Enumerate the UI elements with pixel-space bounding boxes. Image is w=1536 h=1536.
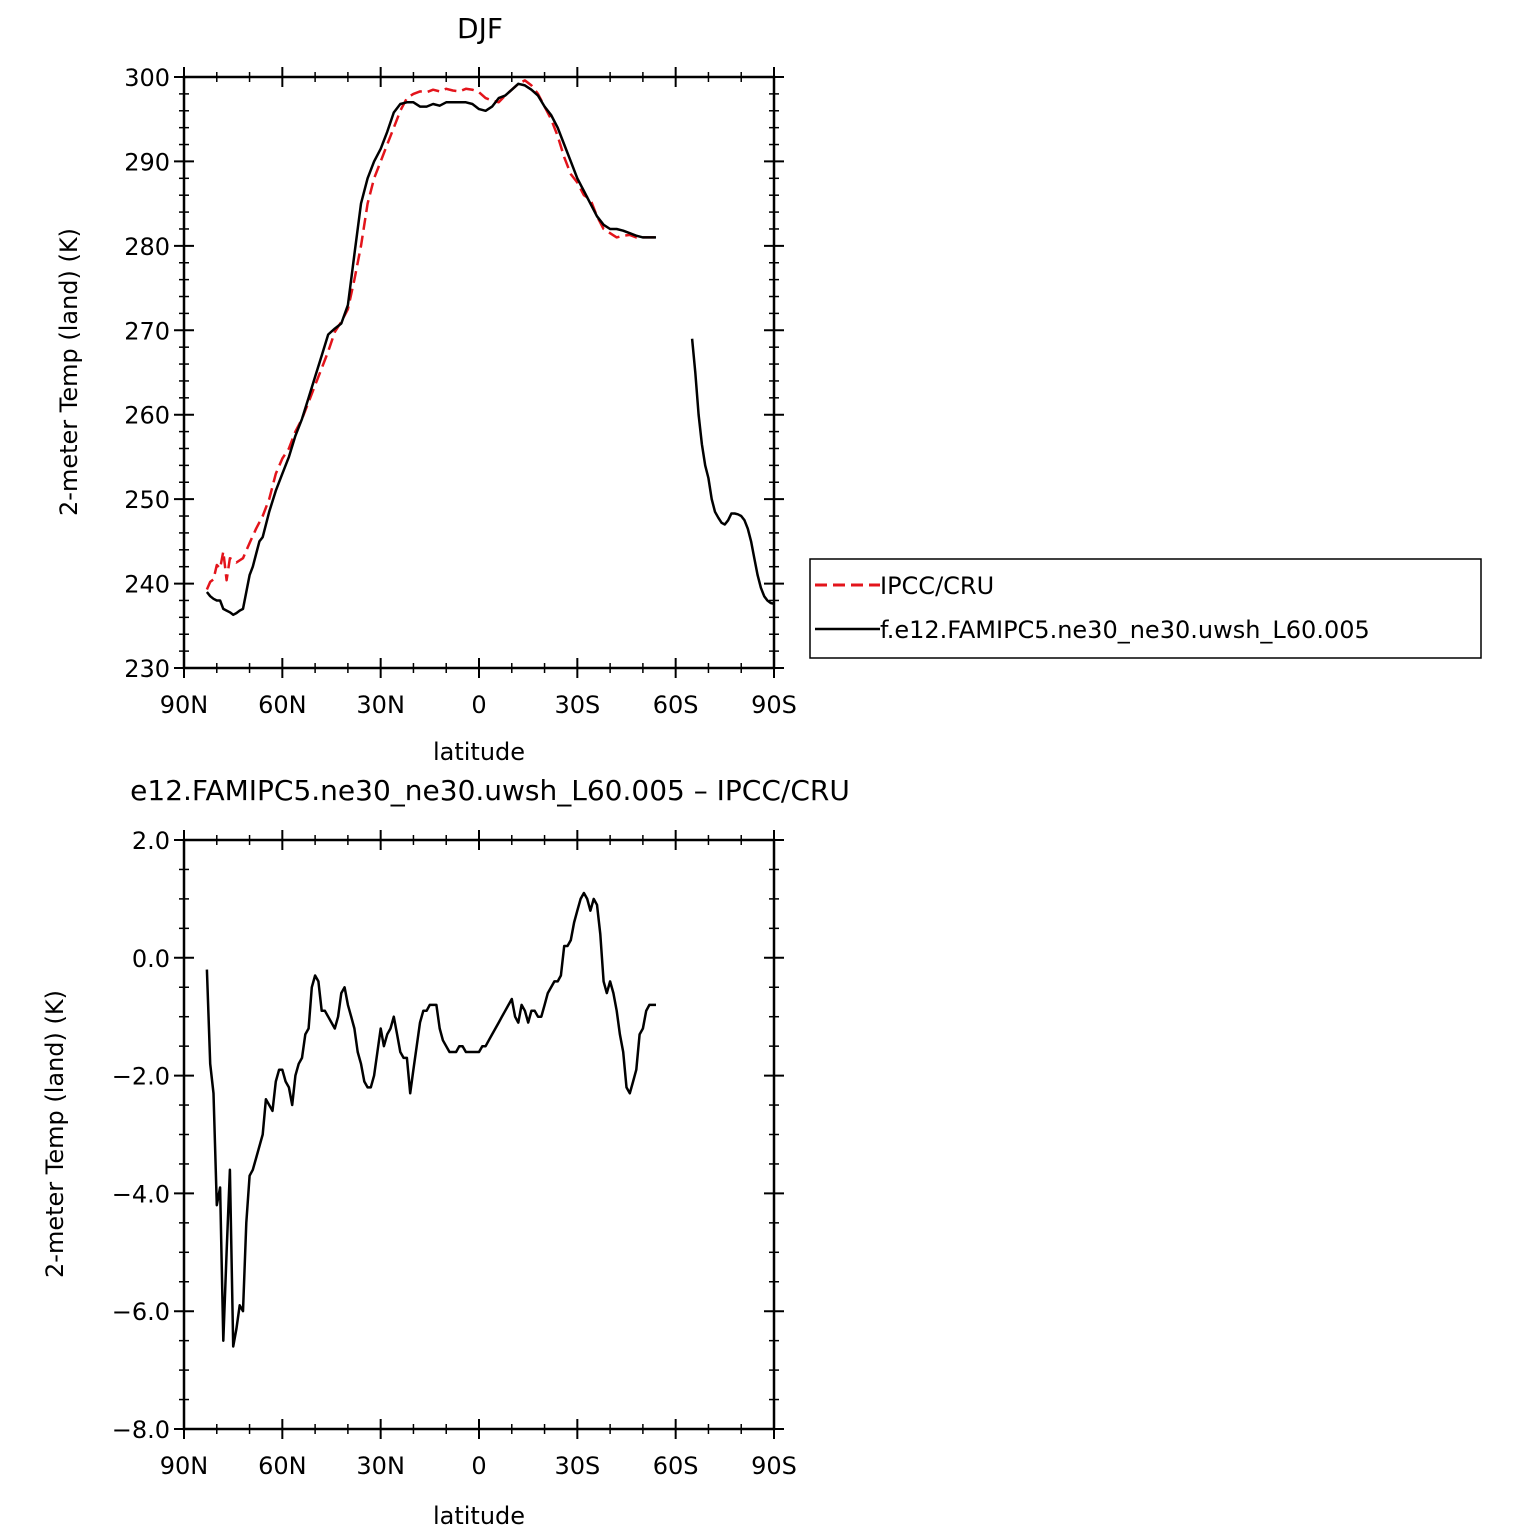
bottom-x-axis-label: latitude [433,1502,525,1530]
top-y-tick-label: 300 [124,64,170,92]
bottom-x-tick-label: 90S [751,1452,797,1480]
bottom-model-line [205,891,656,1348]
bottom-y-tick-label: −6.0 [112,1298,170,1326]
top-plot-lines [205,79,775,617]
bottom-plot-lines [205,891,656,1348]
top-model-line [690,338,775,606]
bottom-panel: e12.FAMIPC5.ne30_ne30.uwsh_L60.005 – IPC… [41,774,850,1530]
bottom-x-tick-label: 30N [356,1452,405,1480]
top-x-tick-label: 90S [751,691,797,719]
bottom-x-tick-label: 0 [471,1452,486,1480]
top-y-tick-label: 270 [124,317,170,345]
bottom-x-tick-label: 30S [554,1452,600,1480]
bottom-y-tick-label: −8.0 [112,1416,170,1444]
top-x-axis-label: latitude [433,738,525,766]
bottom-x-axis: 90N 60N 30N 0 30S 60S 90S [160,830,797,1480]
top-y-tick-label: 290 [124,148,170,176]
bottom-chart-title: e12.FAMIPC5.ne30_ne30.uwsh_L60.005 – IPC… [130,774,850,807]
top-y-tick-label: 250 [124,486,170,514]
legend: IPCC/CRU f.e12.FAMIPC5.ne30_ne30.uwsh_L6… [809,558,1482,659]
top-ipcc-cru-line [205,79,660,590]
bottom-x-tick-label: 90N [160,1452,209,1480]
top-panel: DJF 230 240 250 260 270 280 290 300 90N 60N 30N 0 3… [55,12,797,766]
bottom-y-tick-label: −2.0 [112,1063,170,1091]
top-plot-frame [182,75,776,670]
top-x-tick-label: 30S [554,691,600,719]
legend-model-label: f.e12.FAMIPC5.ne30_ne30.uwsh_L60.005 [880,616,1370,644]
bottom-x-tick-label: 60S [653,1452,699,1480]
bottom-y-axis: −8.0 −6.0 −4.0 −2.0 0.0 2.0 [112,827,784,1444]
top-x-tick-label: 90N [160,691,209,719]
bottom-y-axis-label: 2-meter Temp (land) (K) [41,990,69,1278]
top-x-tick-label: 0 [471,691,486,719]
top-y-tick-label: 260 [124,402,170,430]
top-y-tick-label: 280 [124,233,170,261]
top-model-line [205,82,656,617]
bottom-y-tick-label: −4.0 [112,1180,170,1208]
top-x-tick-label: 60N [258,691,307,719]
top-y-tick-label: 240 [124,571,170,599]
legend-box [809,558,1482,659]
top-y-axis-label: 2-meter Temp (land) (K) [55,228,83,516]
bottom-y-tick-label: 2.0 [132,827,170,855]
bottom-plot-frame [182,838,776,1431]
top-x-axis: 90N 60N 30N 0 30S 60S 90S [160,67,797,719]
top-x-tick-label: 60S [653,691,699,719]
legend-obs-label: IPCC/CRU [880,572,994,600]
top-y-tick-label: 230 [124,655,170,683]
top-y-axis: 230 240 250 260 270 280 290 300 [124,64,784,683]
top-x-tick-label: 30N [356,691,405,719]
bottom-x-tick-label: 60N [258,1452,307,1480]
bottom-y-tick-label: 0.0 [132,945,170,973]
top-chart-title: DJF [457,12,503,45]
